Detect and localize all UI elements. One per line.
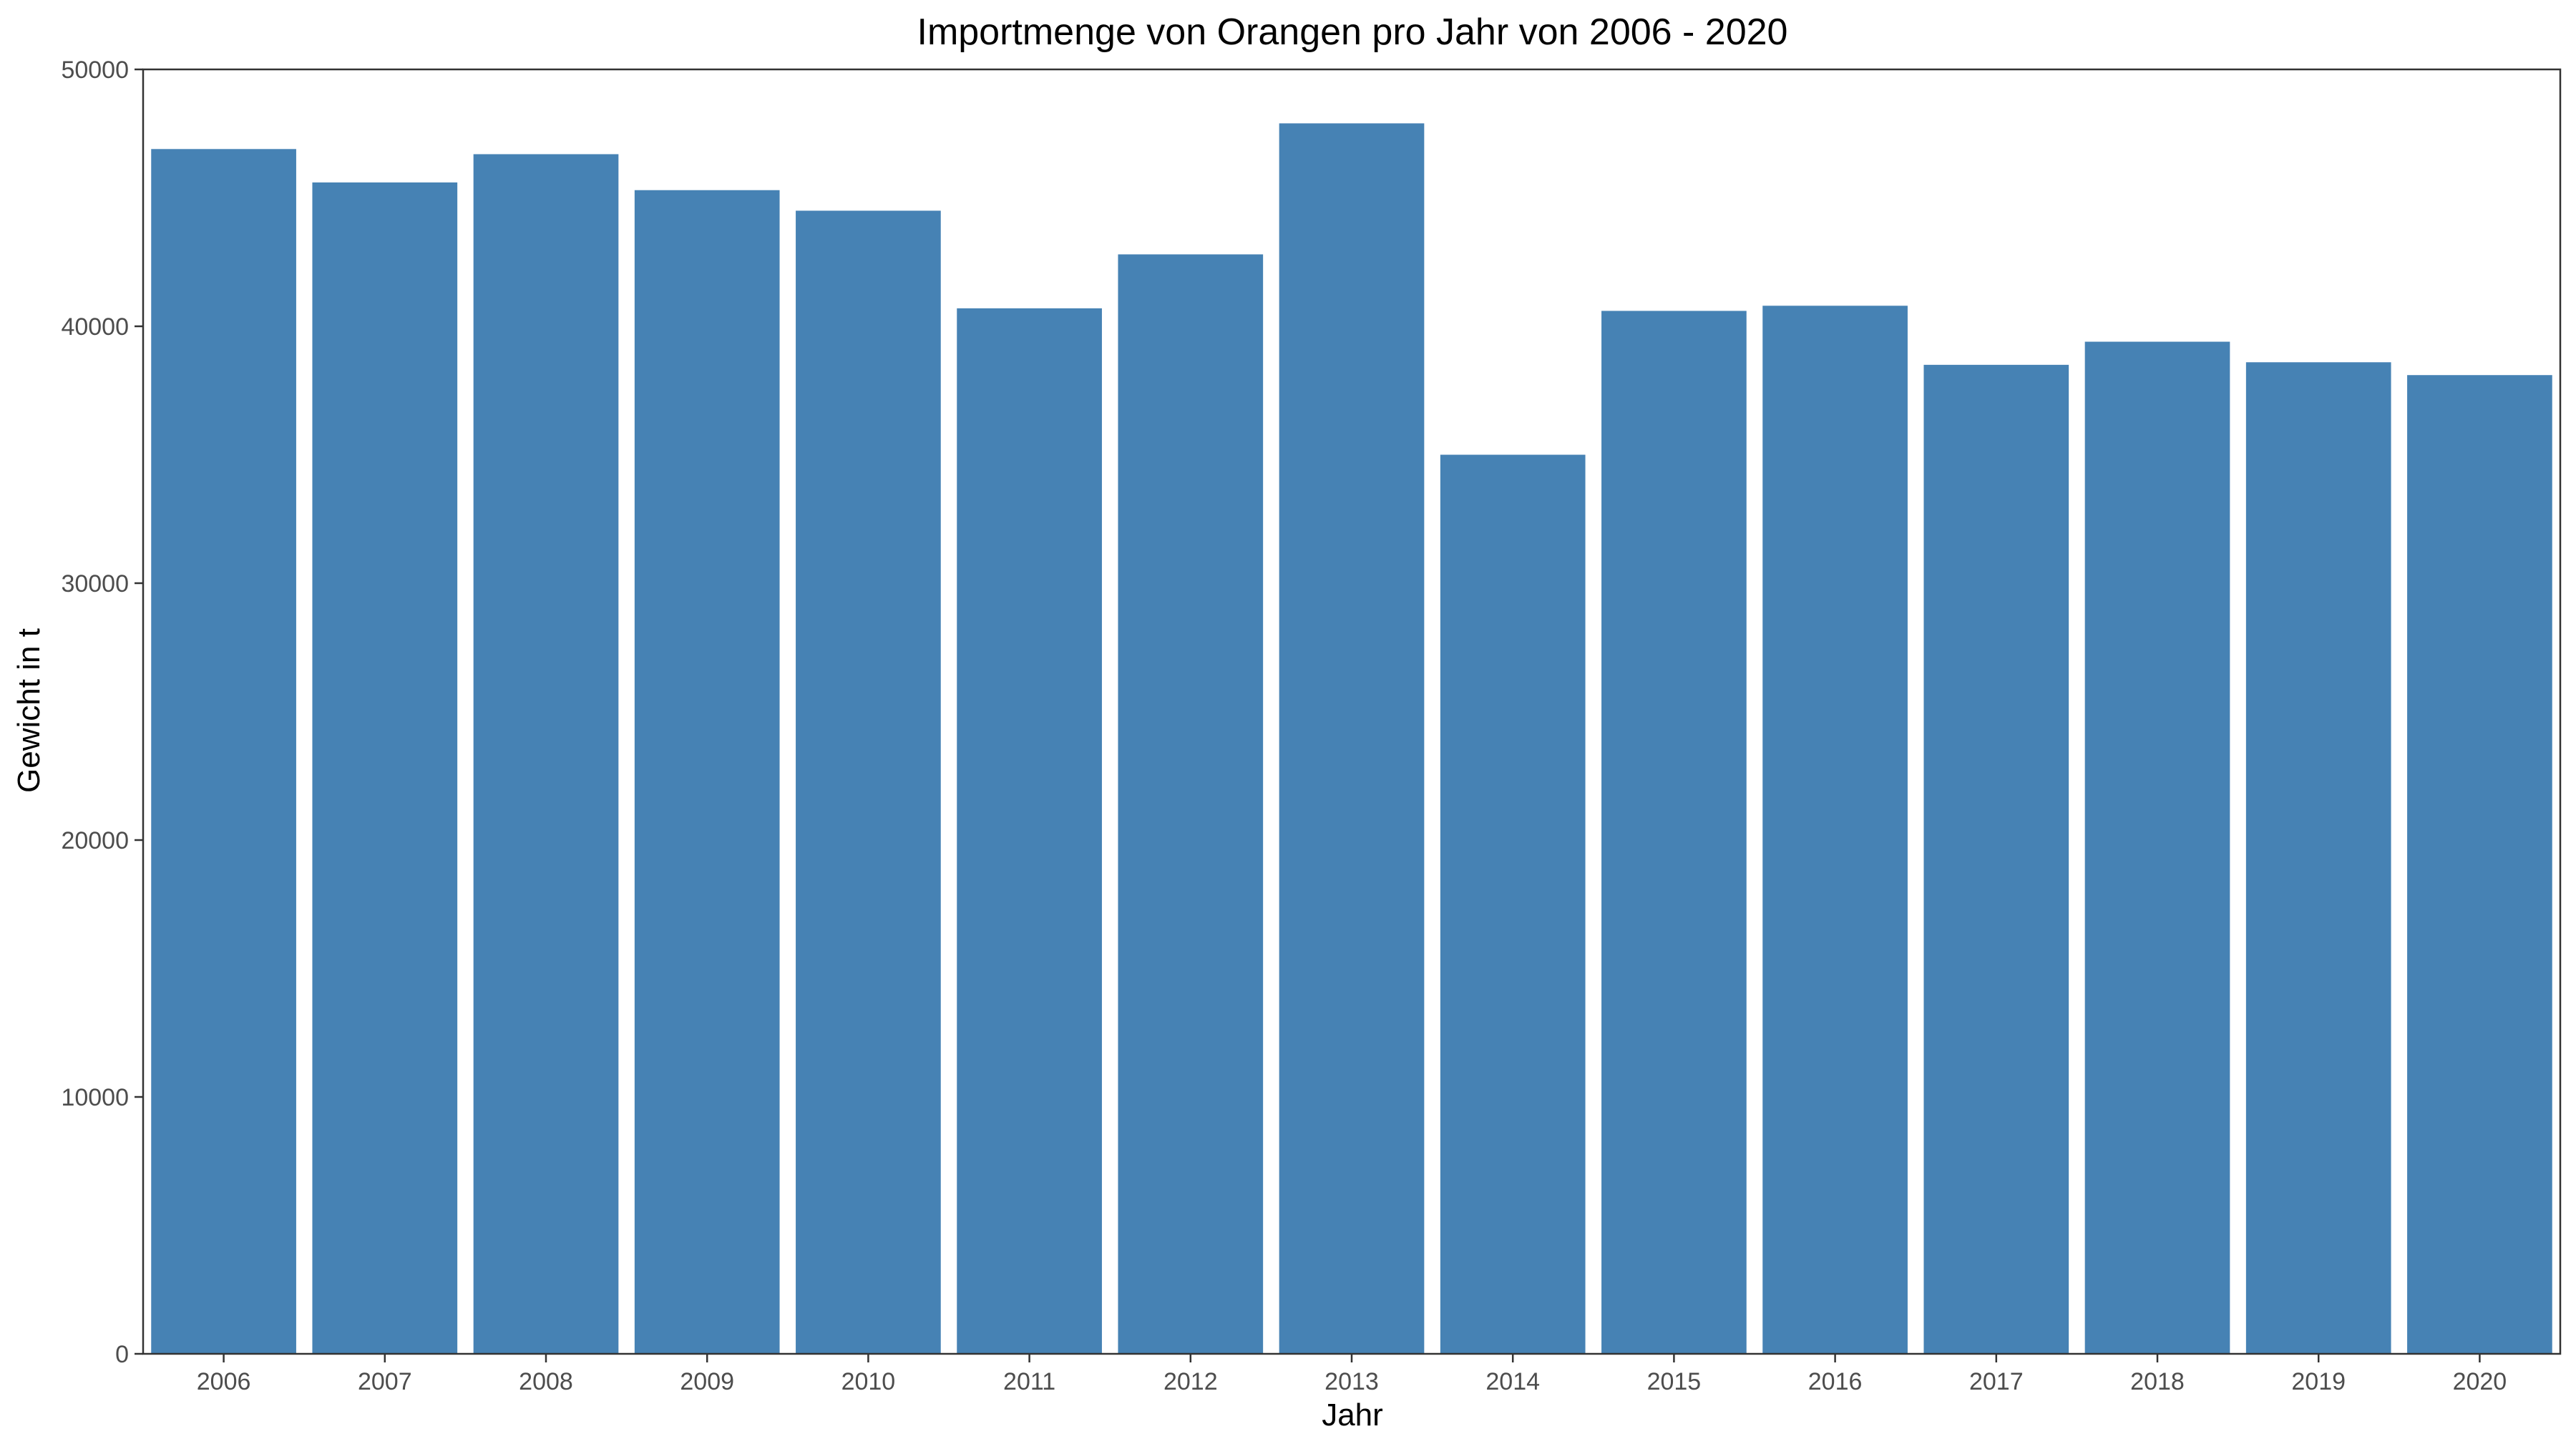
x-tick-label-2017: 2017 [1969, 1368, 2024, 1395]
bar-2006 [151, 149, 296, 1354]
x-axis: 2006 2007 2008 2009 2010 2011 2012 2013 2014 2015… [197, 1354, 2507, 1395]
bar-2015 [1601, 311, 1747, 1355]
bar-2016 [1762, 306, 1908, 1354]
x-tick-label-2012: 2012 [1163, 1368, 1218, 1395]
chart-title: Importmenge von Orangen pro Jahr von 200… [917, 11, 1788, 53]
y-tick-label-10000: 10000 [61, 1084, 129, 1111]
x-tick-label-2015: 2015 [1647, 1368, 1702, 1395]
y-tick-label-50000: 50000 [61, 57, 129, 84]
x-tick-label-2013: 2013 [1324, 1368, 1379, 1395]
bars-layer [151, 123, 2552, 1355]
y-tick-label-40000: 40000 [61, 313, 129, 341]
bar-2018 [2084, 341, 2230, 1354]
x-tick-label-2020: 2020 [2453, 1368, 2507, 1395]
x-tick-label-2010: 2010 [841, 1368, 896, 1395]
x-tick-label-2008: 2008 [519, 1368, 573, 1395]
bar-2017 [1923, 364, 2069, 1355]
bar-2008 [473, 154, 619, 1355]
bar-2020 [2407, 375, 2552, 1355]
x-tick-label-2014: 2014 [1485, 1368, 1540, 1395]
bar-2009 [634, 190, 780, 1355]
bar-2014 [1440, 454, 1586, 1354]
bar-2019 [2245, 362, 2391, 1354]
x-tick-label-2018: 2018 [2130, 1368, 2185, 1395]
y-tick-label-30000: 30000 [61, 570, 129, 597]
y-tick-label-0: 0 [115, 1341, 129, 1368]
bar-2007 [312, 182, 458, 1355]
x-tick-label-2011: 2011 [1003, 1368, 1055, 1395]
y-axis: 0 10000 20000 30000 40000 50000 [61, 57, 143, 1368]
bar-2012 [1118, 254, 1264, 1355]
x-tick-label-2006: 2006 [197, 1368, 251, 1395]
x-tick-label-2009: 2009 [680, 1368, 734, 1395]
bar-2010 [796, 210, 941, 1355]
bar-2011 [957, 308, 1102, 1354]
x-axis-title: Jahr [1322, 1397, 1383, 1433]
x-tick-label-2019: 2019 [2291, 1368, 2346, 1395]
bar-2013 [1279, 123, 1425, 1354]
y-tick-label-20000: 20000 [61, 827, 129, 854]
y-axis-title: Gewicht in t [11, 628, 47, 793]
x-tick-label-2016: 2016 [1808, 1368, 1863, 1395]
x-tick-label-2007: 2007 [358, 1368, 412, 1395]
